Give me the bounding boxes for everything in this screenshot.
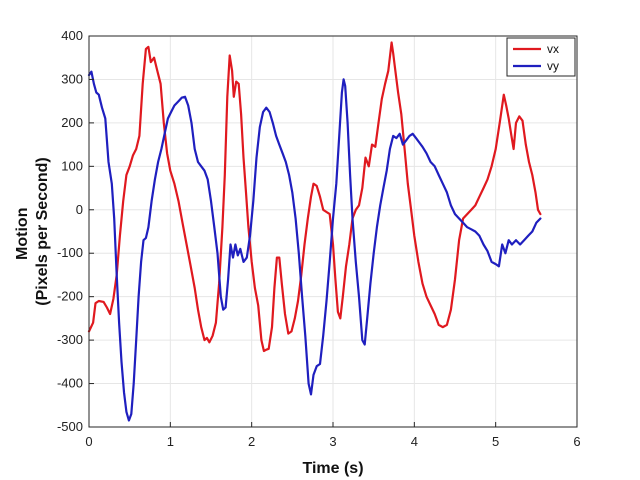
legend-label-vx: vx (547, 42, 559, 56)
y-tick-label-4: -100 (57, 245, 83, 260)
x-axis-title: Time (s) (302, 460, 363, 477)
y-tick-label-9: 400 (61, 28, 83, 43)
x-tick-label-6: 6 (573, 434, 580, 449)
x-tick-label-5: 5 (492, 434, 499, 449)
x-tick-label-4: 4 (411, 434, 418, 449)
y-tick-label-7: 200 (61, 115, 83, 130)
x-tick-label-3: 3 (329, 434, 336, 449)
x-tick-label-1: 1 (167, 434, 174, 449)
y-axis-title: Motion (Pixels per Second) (14, 157, 51, 306)
y-axis-title-line-2: (Pixels per Second) (34, 157, 51, 306)
y-tick-label-3: -200 (57, 289, 83, 304)
legend: vx vy (506, 37, 576, 77)
y-tick-label-1: -400 (57, 376, 83, 391)
y-tick-label-5: 0 (76, 202, 83, 217)
x-tick-label-2: 2 (248, 434, 255, 449)
y-tick-label-2: -300 (57, 332, 83, 347)
y-tick-label-6: 100 (61, 158, 83, 173)
series-line-vy (87, 70, 542, 422)
y-tick-label-8: 300 (61, 71, 83, 86)
tick-labels: 0 1 2 3 4 5 6 -500 -400 -300 -200 -100 0 100 200 300 400 (57, 28, 581, 449)
legend-label-vy: vy (547, 59, 559, 73)
series-line-vx (87, 41, 542, 353)
y-tick-label-0: -500 (57, 419, 83, 434)
x-tick-label-0: 0 (85, 434, 92, 449)
legend-box (506, 37, 576, 77)
series-group (87, 41, 542, 422)
y-axis-title-line-1: Motion (14, 208, 31, 260)
